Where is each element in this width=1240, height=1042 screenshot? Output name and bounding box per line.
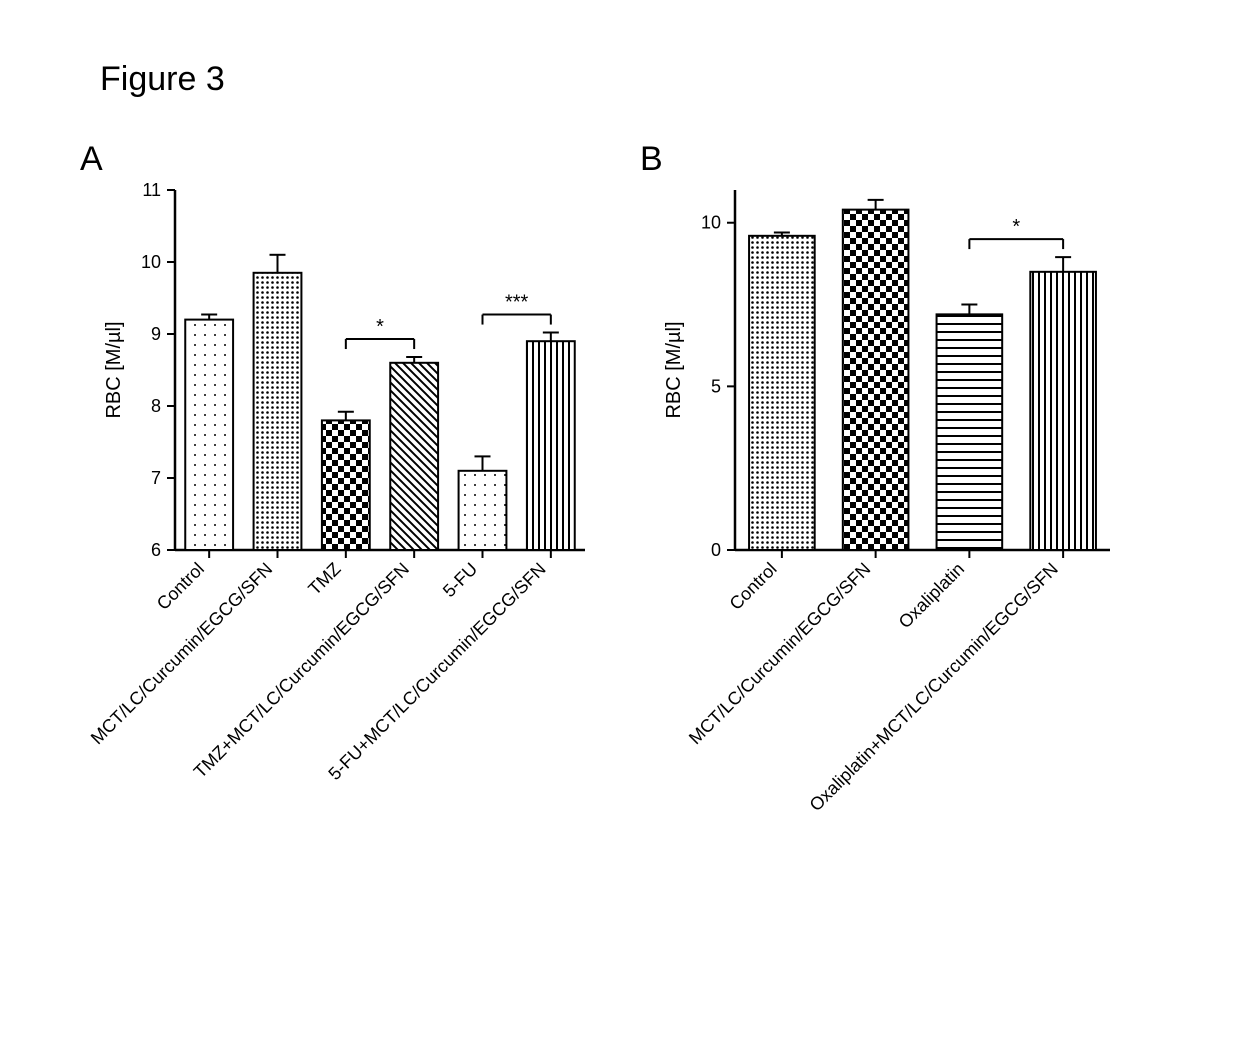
chart-a: 67891011RBC [M/µl]ControlMCT/LC/Curcumin… — [80, 160, 600, 980]
panel-a: A 67891011RBC [M/µl]ControlMCT/LC/Curcum… — [80, 160, 600, 980]
panel-a-label: A — [80, 140, 103, 179]
svg-text:5: 5 — [711, 376, 721, 396]
svg-text:0: 0 — [711, 540, 721, 560]
bar — [322, 420, 370, 550]
bar — [937, 314, 1003, 550]
svg-text:10: 10 — [701, 213, 721, 233]
panel-b-label: B — [640, 140, 663, 179]
bar — [254, 273, 302, 550]
svg-text:*: * — [1012, 216, 1020, 238]
svg-text:RBC [M/µl]: RBC [M/µl] — [663, 321, 685, 418]
chart-b: 0 5 10 RBC [M/µl] ControlMCT/LC/Curcumin/EGC… — [640, 160, 1160, 980]
x-tick-label: MCT/LC/Curcumin/EGCG/SFN — [685, 559, 875, 749]
x-tick-label: Control — [726, 559, 781, 614]
x-tick-label: TMZ+MCT/LC/Curcumin/EGCG/SFN — [190, 559, 413, 782]
svg-text:*: * — [376, 316, 384, 338]
svg-text:8: 8 — [151, 396, 161, 416]
bar — [390, 363, 438, 550]
figure-page: Figure 3 A 67891011RBC [M/µl]ControlMCT/… — [0, 0, 1240, 1042]
panel-b: B 0510RBC [M/µl]ControlMCT/LC/Curcumin/E… — [640, 160, 1160, 980]
bar — [527, 341, 575, 550]
svg-text:6: 6 — [151, 540, 161, 560]
svg-text:7: 7 — [151, 468, 161, 488]
svg-text:9: 9 — [151, 324, 161, 344]
x-tick-label: 5-FU — [439, 559, 481, 601]
x-tick-label: Control — [153, 559, 208, 614]
svg-text:10: 10 — [141, 252, 161, 272]
svg-text:RBC [M/µl]: RBC [M/µl] — [103, 321, 125, 418]
bar — [459, 471, 507, 550]
x-tick-label: TMZ — [304, 559, 344, 599]
bar — [185, 320, 233, 550]
bar — [843, 210, 909, 550]
figure-title: Figure 3 — [100, 60, 225, 99]
svg-text:11: 11 — [142, 180, 161, 200]
svg-text:***: *** — [505, 292, 529, 314]
bar — [1030, 272, 1096, 550]
bar — [749, 236, 815, 550]
x-tick-label: 5-FU+MCT/LC/Curcumin/EGCG/SFN — [324, 559, 549, 784]
x-tick-label: Oxaliplatin — [895, 559, 969, 633]
